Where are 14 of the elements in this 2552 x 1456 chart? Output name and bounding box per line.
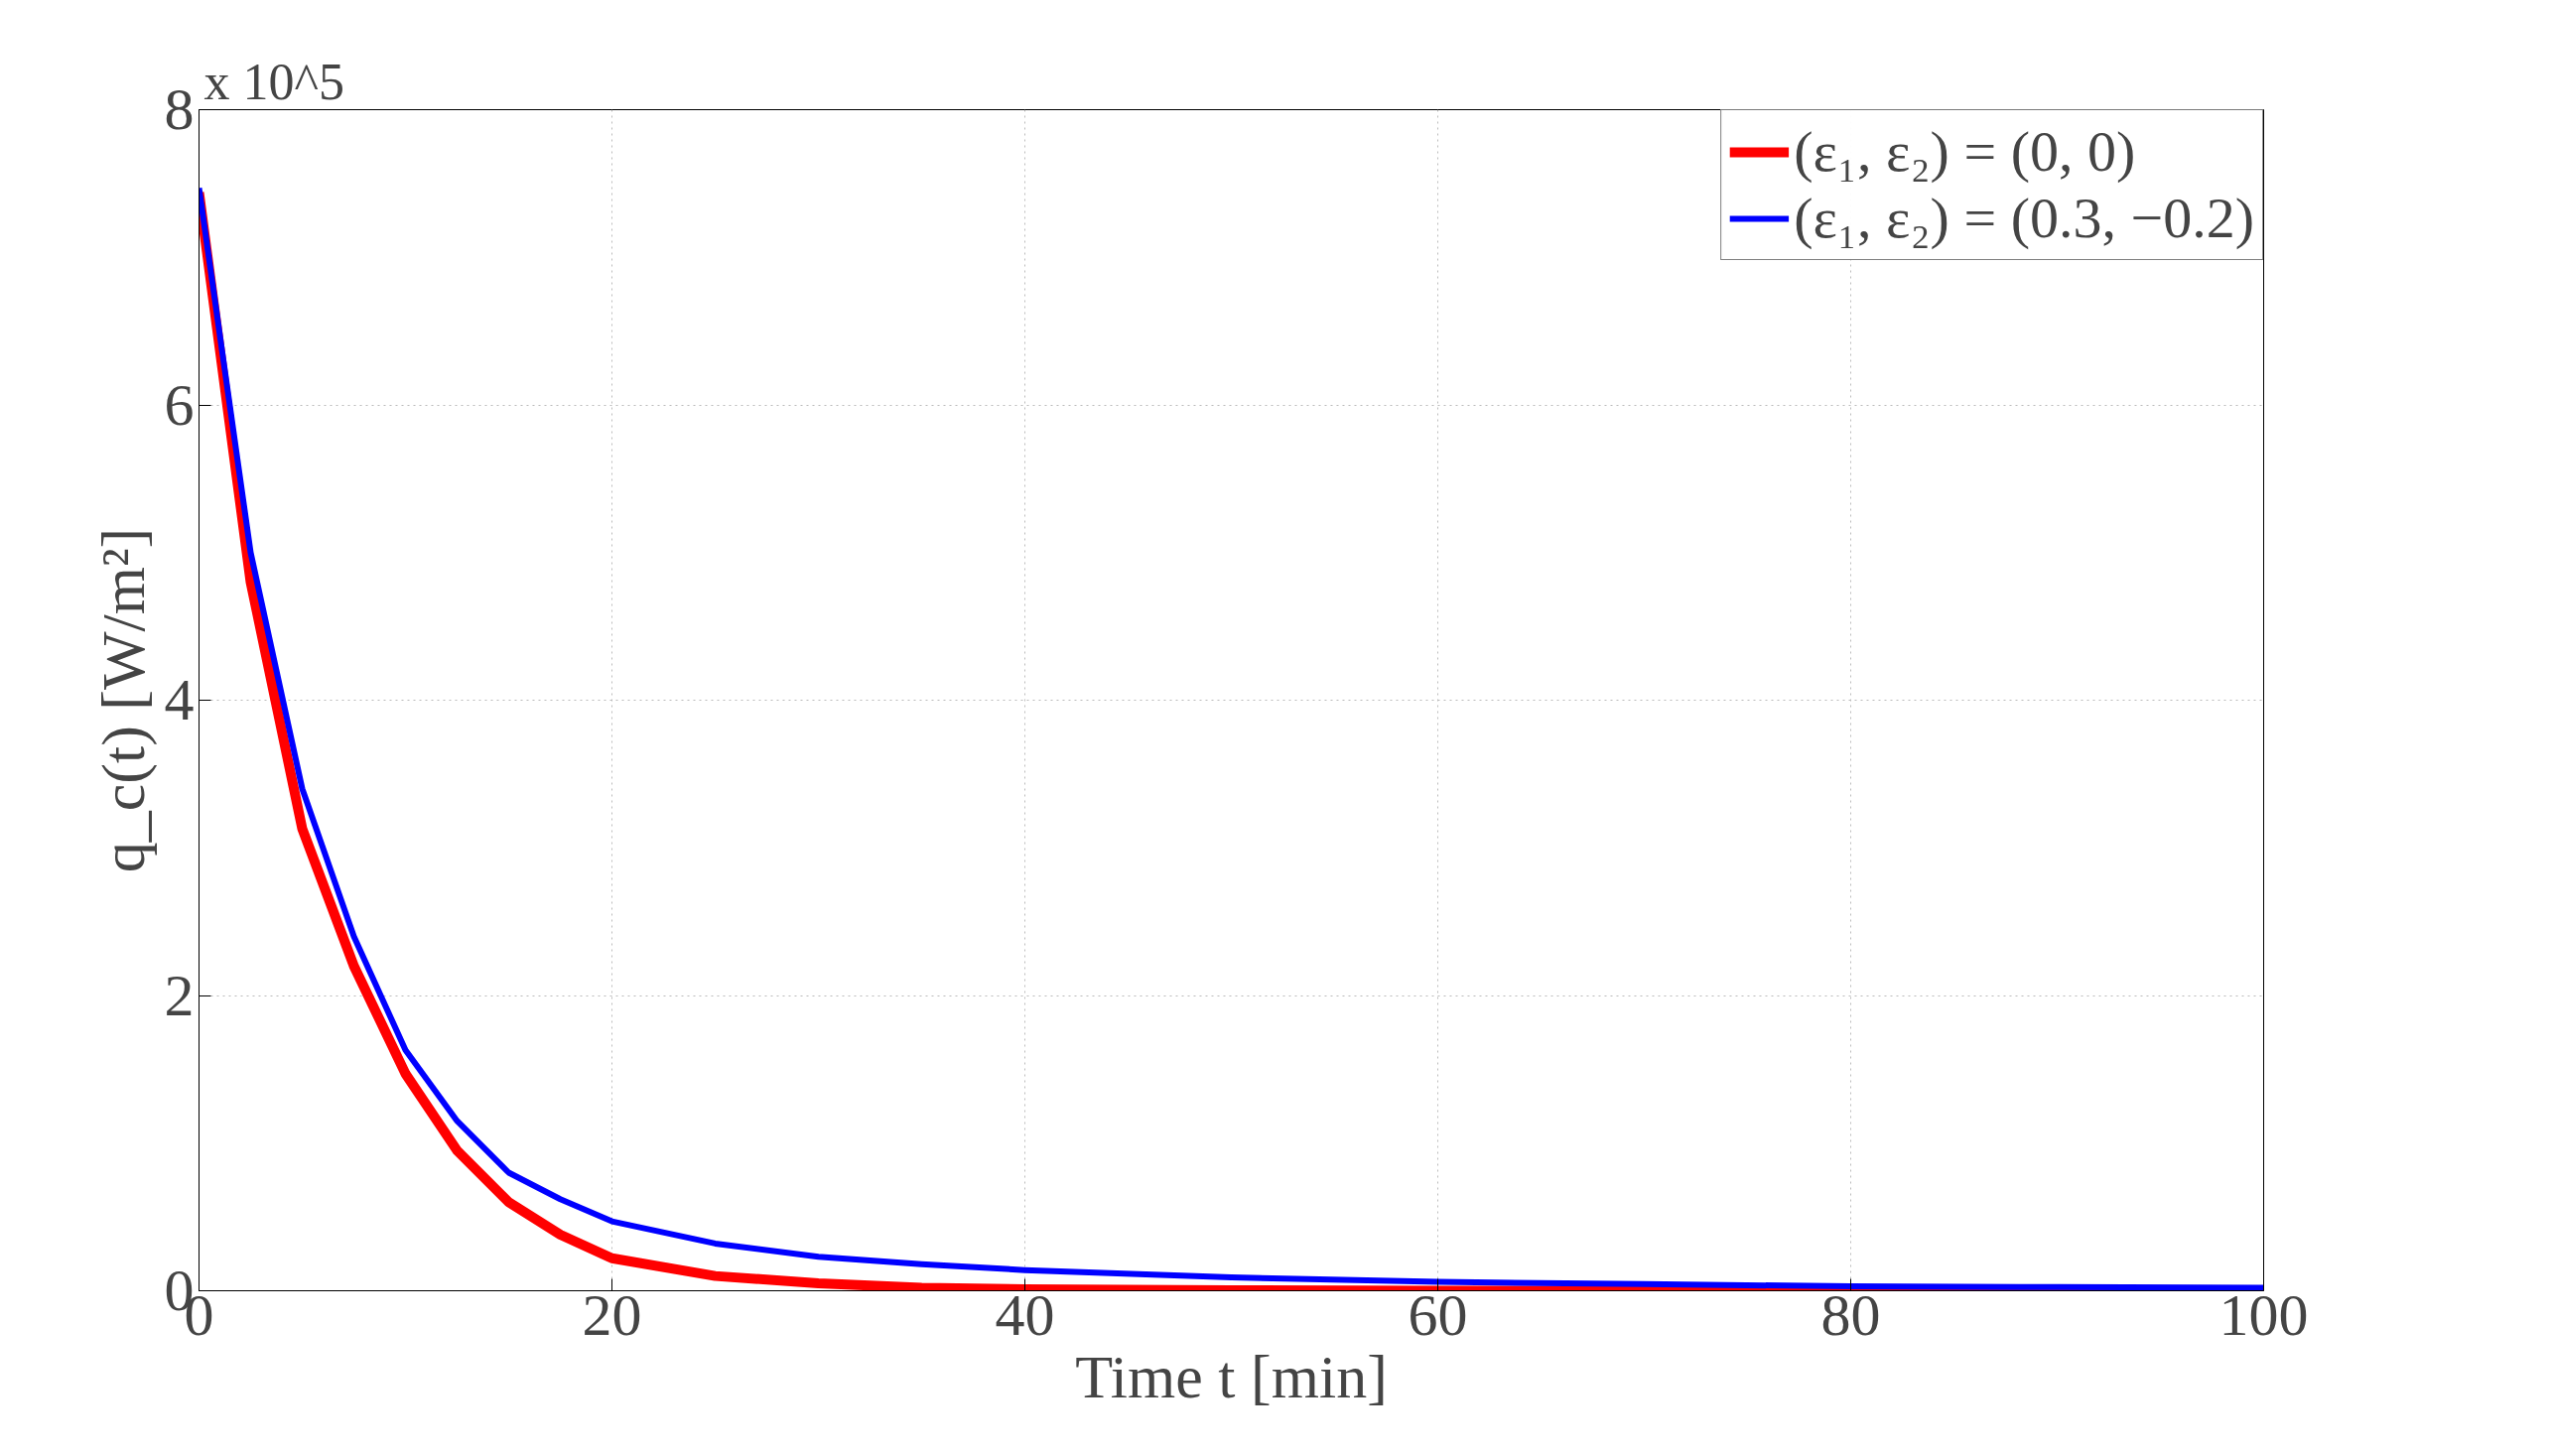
legend-label: (ε₁, ε₂) = (0, 0) xyxy=(1794,118,2136,185)
text: x 10^5 xyxy=(203,53,344,110)
x-axis-title: Time t [min] xyxy=(1075,1342,1388,1410)
y-tick-label: 2 xyxy=(164,962,195,1028)
x-tick-label: 80 xyxy=(1820,1281,1881,1348)
x-tick-label: 40 xyxy=(995,1281,1055,1348)
x-tick-label: 20 xyxy=(582,1281,642,1348)
y-tick-label: 8 xyxy=(164,76,195,142)
x-tick-label: 60 xyxy=(1408,1281,1468,1348)
y-tick-label: 4 xyxy=(164,667,195,732)
y-axis-title: q_c(t) [W/m²] xyxy=(88,527,158,873)
legend-label: (ε₁, ε₂) = (0.3, −0.2) xyxy=(1794,185,2254,251)
x-tick-label: 100 xyxy=(2218,1281,2309,1348)
y-tick-label: 6 xyxy=(164,371,195,438)
